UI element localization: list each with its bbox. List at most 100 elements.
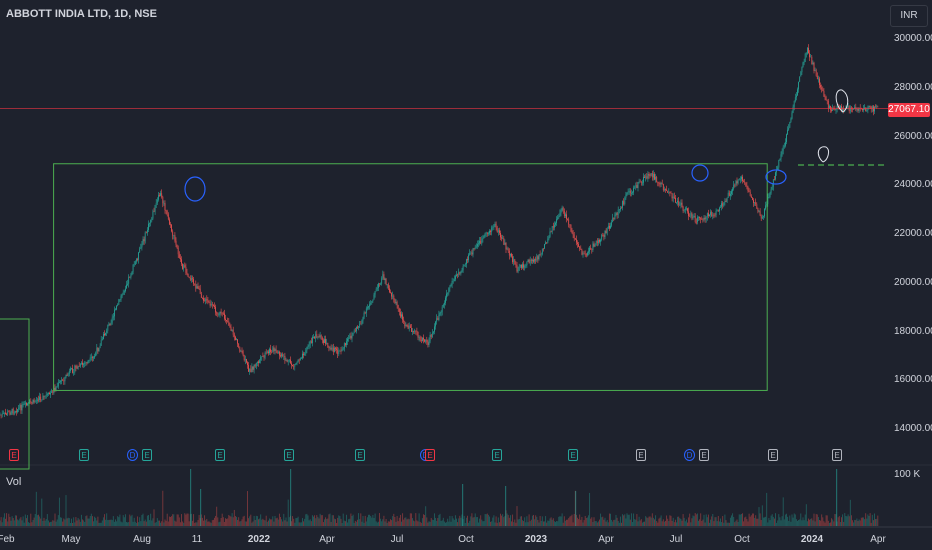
volume-bar <box>266 521 268 526</box>
volume-bar <box>40 518 42 526</box>
volume-bar <box>833 521 835 526</box>
volume-bar <box>619 516 621 526</box>
volume-bar <box>409 513 411 526</box>
prior-range-box[interactable] <box>0 318 30 470</box>
volume-bar <box>325 517 327 526</box>
earnings-event-icon[interactable]: E <box>832 449 842 461</box>
candle-body <box>595 240 597 246</box>
candle-body <box>636 185 638 188</box>
volume-bar <box>733 516 735 526</box>
candle-body <box>877 106 879 108</box>
peak-circle-annotation[interactable] <box>765 169 787 185</box>
volume-bar <box>149 520 151 526</box>
earnings-event-icon[interactable]: E <box>9 449 19 461</box>
volume-bar <box>456 518 457 526</box>
candle-body <box>502 238 504 239</box>
candle-body <box>810 56 812 58</box>
earnings-event-icon[interactable]: E <box>355 449 365 461</box>
volume-bar <box>162 490 164 526</box>
volume-bar <box>132 521 134 526</box>
candle-body <box>535 258 537 261</box>
candle-body <box>172 231 174 236</box>
candle-body <box>617 209 619 215</box>
candle-body <box>196 286 198 289</box>
volume-bar <box>82 519 83 526</box>
volume-bar <box>44 520 46 526</box>
volume-bar <box>717 515 719 526</box>
volume-bar <box>693 516 695 526</box>
volume-bar <box>234 516 236 526</box>
volume-bar <box>11 516 13 526</box>
candle-body <box>821 87 823 90</box>
candle-body <box>276 350 278 353</box>
peak-circle-annotation[interactable] <box>184 176 206 202</box>
volume-bar <box>206 518 208 526</box>
volume-bar <box>635 519 637 526</box>
candle-body <box>86 362 88 364</box>
volume-bar <box>264 520 266 526</box>
candle-body <box>398 308 400 313</box>
volume-bar <box>486 513 488 526</box>
candle-body <box>79 363 81 367</box>
candle-body <box>390 291 391 293</box>
candle-body <box>128 276 130 284</box>
range-box[interactable] <box>53 163 768 391</box>
volume-bar <box>547 520 549 526</box>
volume-bar <box>358 513 360 526</box>
currency-button[interactable]: INR <box>890 5 928 27</box>
volume-bar <box>374 513 376 526</box>
candle-body <box>216 312 218 314</box>
earnings-event-icon[interactable]: E <box>79 449 89 461</box>
volume-bar <box>784 514 786 526</box>
candle-body <box>470 252 472 254</box>
volume-bar <box>861 517 863 526</box>
earnings-event-icon[interactable]: E <box>215 449 225 461</box>
volume-bar <box>68 518 70 526</box>
volume-bar <box>210 522 212 526</box>
earnings-event-icon[interactable]: E <box>568 449 578 461</box>
volume-bar <box>51 521 53 526</box>
candle-body <box>273 347 275 351</box>
candle-body <box>566 214 567 219</box>
candle-body <box>703 217 705 220</box>
earnings-event-icon[interactable]: E <box>425 449 435 461</box>
candle-body <box>192 278 193 280</box>
earnings-event-icon[interactable]: E <box>284 449 294 461</box>
volume-bar <box>55 521 57 526</box>
candle-body <box>452 281 454 282</box>
volume-bar <box>349 518 351 526</box>
earnings-event-icon[interactable]: E <box>768 449 778 461</box>
volume-bar <box>12 518 14 526</box>
earnings-event-icon[interactable]: E <box>142 449 152 461</box>
candle-body <box>81 362 82 364</box>
candle-body <box>510 253 511 256</box>
loop-annotation[interactable] <box>817 146 830 163</box>
earnings-event-icon[interactable]: E <box>492 449 502 461</box>
volume-bar <box>315 518 317 526</box>
earnings-event-icon[interactable]: E <box>636 449 646 461</box>
volume-bar <box>164 519 166 526</box>
candle-body <box>442 304 444 307</box>
loop-annotation[interactable] <box>835 89 849 113</box>
volume-bar <box>458 518 460 526</box>
volume-bar <box>418 513 420 526</box>
volume-bar <box>195 522 197 526</box>
volume-bar <box>54 513 56 526</box>
candle-body <box>319 335 321 337</box>
candle-body <box>521 264 522 268</box>
dividend-event-icon[interactable]: D <box>127 449 138 461</box>
candle-body <box>485 232 487 234</box>
candle-body <box>782 146 784 151</box>
volume-bar <box>711 516 713 526</box>
peak-circle-annotation[interactable] <box>691 164 709 182</box>
dividend-event-icon[interactable]: D <box>684 449 695 461</box>
time-tick-label: Apr <box>319 534 335 545</box>
earnings-event-icon[interactable]: E <box>699 449 709 461</box>
volume-bar <box>80 514 82 526</box>
volume-bar <box>567 519 569 526</box>
candle-body <box>363 312 365 318</box>
candle-body <box>710 212 711 215</box>
candle-body <box>556 219 557 223</box>
candle-body <box>127 283 128 285</box>
